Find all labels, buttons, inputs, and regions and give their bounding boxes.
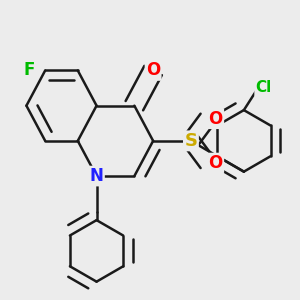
Text: O: O <box>146 61 160 80</box>
Text: N: N <box>90 167 104 185</box>
Text: O: O <box>208 110 223 128</box>
Text: S: S <box>184 132 197 150</box>
Text: O: O <box>208 154 223 172</box>
Text: Cl: Cl <box>256 80 272 95</box>
Text: F: F <box>24 61 35 80</box>
